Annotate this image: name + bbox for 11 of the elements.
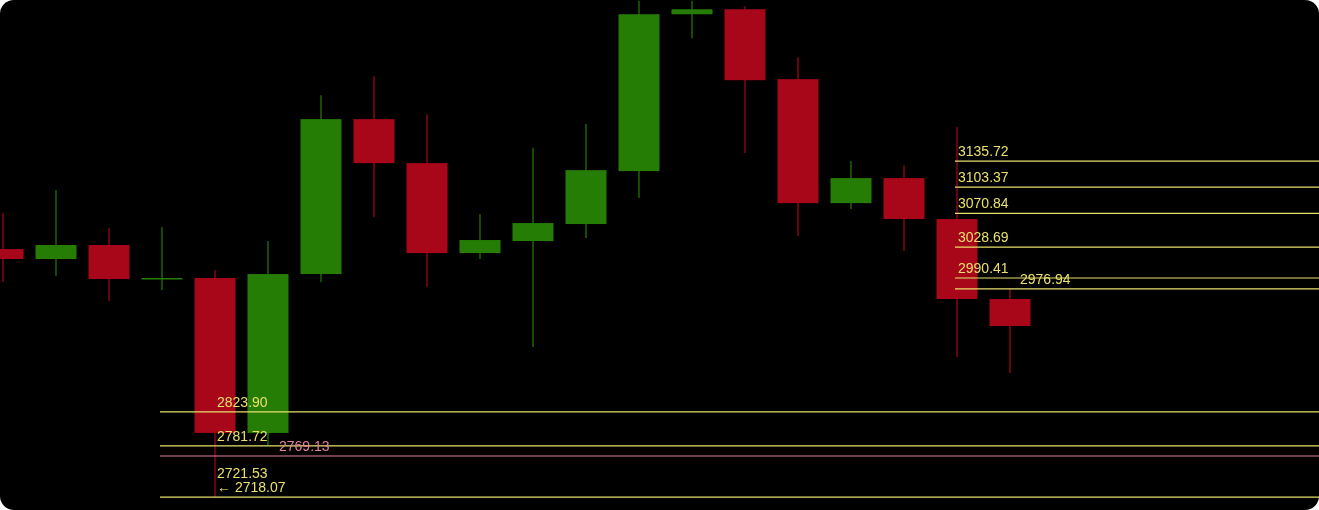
ref-line-label: 2781.72: [217, 427, 268, 444]
ref-line-label: ← 2718.07: [217, 479, 286, 496]
candlestick: [671, 0, 713, 39]
ref-line-label: 2976.94: [1020, 270, 1071, 287]
candlestick: [512, 147, 554, 348]
candlestick: [35, 189, 77, 277]
ref-line-label: 3135.72: [958, 143, 1009, 160]
annotation: 2721.53: [217, 465, 268, 481]
ref-line-label: 3103.37: [958, 169, 1009, 186]
candlestick: [141, 226, 183, 291]
ref-line-label: 3070.84: [958, 195, 1009, 212]
